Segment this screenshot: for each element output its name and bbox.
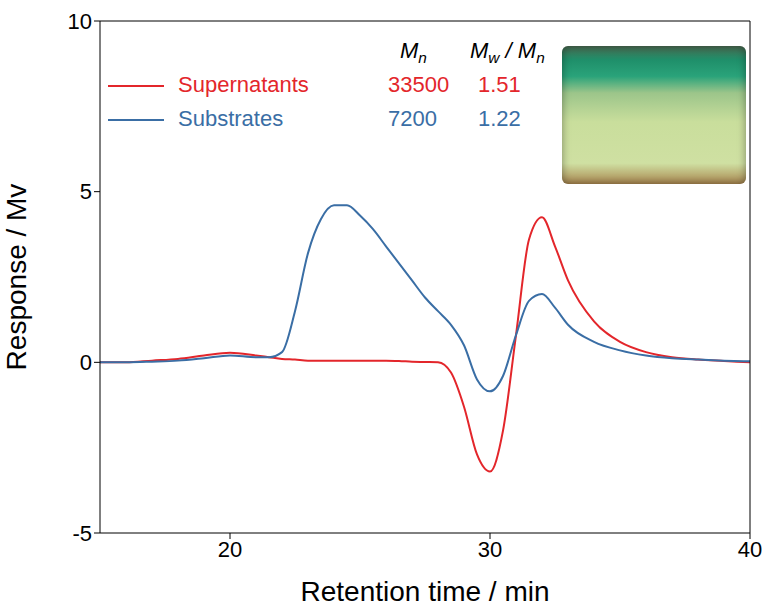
html-text:Supernatants: Supernatants — [178, 72, 309, 97]
svg-text:Response / Mv: Response / Mv — [1, 184, 32, 371]
html-text:1.51: 1.51 — [478, 72, 521, 97]
svg-text:Retention time / min: Retention time / min — [301, 576, 550, 607]
svg-text:20: 20 — [218, 537, 242, 562]
svg-text:30: 30 — [478, 537, 502, 562]
html-text:7200: 7200 — [388, 106, 437, 131]
html-text:Substrates: Substrates — [178, 106, 284, 131]
svg-text:5: 5 — [80, 179, 92, 204]
svg-text:0: 0 — [80, 350, 92, 375]
svg-text:10: 10 — [68, 9, 92, 34]
svg-text:-5: -5 — [72, 521, 92, 546]
html-text:33500: 33500 — [388, 72, 450, 97]
html-text:Mw/ Mn: Mw/ Mn — [470, 38, 545, 67]
svg-text:40: 40 — [738, 537, 762, 562]
html-text:1.22: 1.22 — [478, 106, 521, 131]
html-text:Mn: Mn — [400, 38, 427, 67]
